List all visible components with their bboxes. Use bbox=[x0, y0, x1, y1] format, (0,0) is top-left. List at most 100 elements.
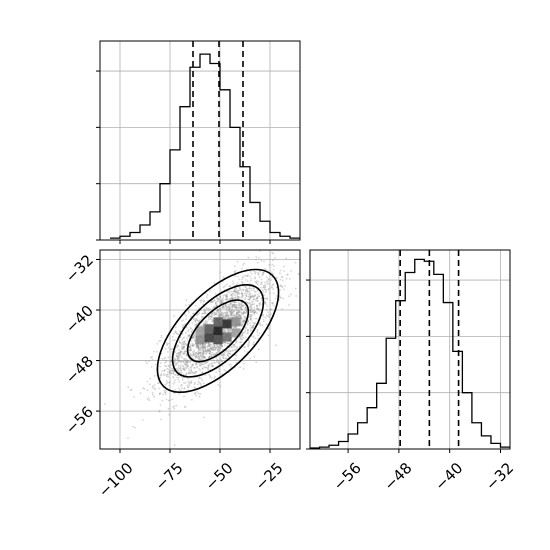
scatter-point bbox=[148, 399, 151, 402]
scatter-point bbox=[198, 377, 201, 380]
axes-frame bbox=[309, 249, 511, 450]
scatter-point bbox=[223, 317, 226, 319]
scatter-point bbox=[178, 339, 181, 342]
scatter-point bbox=[238, 306, 241, 308]
scatter-point bbox=[163, 358, 166, 360]
scatter-point bbox=[188, 372, 191, 375]
scatter-point bbox=[229, 301, 232, 304]
scatter-point bbox=[241, 278, 244, 281]
scatter-point bbox=[241, 322, 244, 325]
scatter-point bbox=[194, 392, 196, 395]
scatter-point bbox=[263, 260, 265, 263]
scatter-point bbox=[252, 310, 254, 313]
scatter-point bbox=[237, 297, 240, 299]
scatter-point bbox=[178, 369, 181, 372]
scatter-point bbox=[262, 314, 265, 316]
scatter-point bbox=[183, 369, 186, 372]
scatter-point bbox=[216, 308, 219, 311]
scatter-point bbox=[206, 294, 209, 296]
x-tick-label: −48 bbox=[381, 459, 416, 494]
scatter-point bbox=[301, 242, 303, 244]
scatter-point bbox=[196, 344, 199, 347]
scatter-point bbox=[206, 307, 209, 310]
scatter-point bbox=[180, 355, 183, 358]
scatter-point bbox=[189, 361, 191, 364]
scatter-point bbox=[159, 392, 161, 395]
scatter-point bbox=[236, 289, 239, 292]
scatter-point bbox=[190, 369, 192, 372]
scatter-point bbox=[213, 306, 216, 308]
scatter-point bbox=[236, 309, 239, 312]
scatter-point bbox=[225, 296, 228, 298]
scatter-point bbox=[186, 354, 188, 357]
scatter-point bbox=[187, 371, 190, 374]
scatter-point bbox=[226, 295, 228, 298]
scatter-point bbox=[161, 399, 164, 402]
scatter-point bbox=[167, 365, 170, 367]
scatter-point bbox=[219, 298, 222, 301]
scatter-point bbox=[208, 352, 211, 355]
scatter-point bbox=[222, 316, 225, 319]
scatter-point bbox=[218, 346, 220, 348]
scatter-point bbox=[241, 296, 244, 298]
scatter-point bbox=[179, 366, 182, 368]
scatter-point bbox=[167, 351, 169, 353]
scatter-point bbox=[250, 315, 253, 318]
scatter-point bbox=[185, 315, 188, 317]
scatter-point bbox=[268, 316, 271, 319]
scatter-point bbox=[255, 291, 257, 293]
scatter-point bbox=[202, 351, 204, 354]
scatter-point bbox=[196, 344, 199, 347]
scatter-point bbox=[240, 305, 243, 307]
scatter-point bbox=[180, 360, 183, 363]
scatter-point bbox=[234, 315, 236, 318]
scatter-point bbox=[225, 294, 228, 297]
scatter-point bbox=[179, 330, 181, 333]
scatter-point bbox=[227, 329, 230, 332]
scatter-point bbox=[234, 303, 237, 306]
scatter-point bbox=[190, 381, 192, 384]
scatter-point bbox=[180, 361, 182, 364]
scatter-point bbox=[230, 294, 232, 297]
scatter-point bbox=[193, 318, 195, 320]
scatter-point bbox=[198, 348, 201, 350]
scatter-point bbox=[212, 359, 215, 362]
scatter-point bbox=[191, 343, 194, 346]
scatter-point bbox=[237, 314, 240, 317]
scatter-point bbox=[197, 357, 200, 360]
scatter-point bbox=[196, 366, 199, 369]
scatter-point bbox=[239, 314, 242, 316]
scatter-point bbox=[191, 351, 194, 353]
scatter-point bbox=[202, 355, 205, 358]
x-tick-label: −32 bbox=[482, 459, 517, 494]
scatter-point bbox=[183, 367, 186, 369]
y-tick-label: −48 bbox=[62, 352, 97, 387]
scatter-point bbox=[168, 413, 171, 416]
scatter-point bbox=[208, 343, 211, 346]
scatter-point bbox=[252, 298, 255, 301]
scatter-point bbox=[190, 370, 193, 373]
scatter-point bbox=[272, 288, 275, 291]
scatter-point bbox=[254, 276, 256, 279]
scatter-point bbox=[210, 315, 212, 318]
scatter-point bbox=[178, 352, 181, 355]
scatter-point bbox=[192, 336, 194, 338]
scatter-point bbox=[215, 302, 217, 304]
scatter-point bbox=[185, 326, 188, 329]
scatter-point bbox=[186, 361, 189, 364]
scatter-point bbox=[180, 345, 183, 348]
scatter-point bbox=[275, 295, 278, 297]
scatter-point bbox=[194, 355, 197, 358]
scatter-point bbox=[240, 311, 243, 313]
scatter-point bbox=[200, 356, 203, 359]
scatter-point bbox=[242, 312, 245, 315]
scatter-point bbox=[233, 296, 236, 299]
scatter-point bbox=[231, 280, 234, 283]
scatter-point bbox=[210, 348, 213, 350]
scatter-point bbox=[190, 349, 193, 352]
scatter-point bbox=[222, 286, 225, 289]
scatter-point bbox=[215, 304, 218, 307]
scatter-point bbox=[183, 350, 186, 353]
scatter-point bbox=[133, 396, 136, 398]
